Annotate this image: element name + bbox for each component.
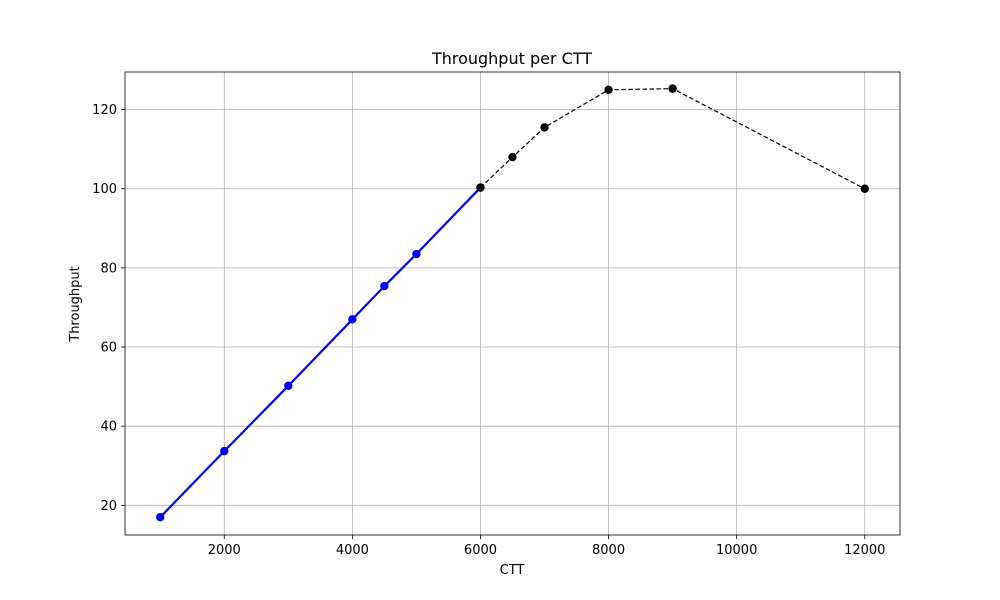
series-line-0 (159, 186, 482, 518)
y-tick-label: 80 (100, 261, 117, 276)
plot-frame (124, 71, 901, 536)
data-point (604, 85, 613, 95)
data-point (412, 249, 421, 259)
y-tick-label: 60 (100, 341, 117, 356)
series-layer (156, 84, 869, 522)
data-point (476, 183, 485, 192)
chart-title: Throughput per CTT (431, 49, 592, 68)
data-point (284, 381, 293, 391)
x-tick-label: 10000 (716, 543, 757, 558)
grid (125, 72, 900, 535)
y-axis-label: Throughput (68, 266, 83, 343)
y-tick-label: 120 (92, 103, 117, 118)
x-tick-label: 4000 (336, 543, 369, 558)
x-tick-label: 2000 (208, 543, 241, 558)
data-point (220, 446, 229, 456)
series-line-1 (480, 88, 866, 190)
data-point (380, 281, 389, 291)
ticks: 2000 4000 6000 8000 10000 12000 20 40 60 80 100 120 (92, 103, 885, 558)
y-tick-label: 40 (100, 420, 117, 435)
data-point (348, 315, 357, 324)
data-point (668, 84, 677, 93)
data-point (508, 152, 517, 162)
x-axis-label: CTT (500, 563, 525, 578)
x-tick-label: 12000 (844, 543, 885, 558)
data-point (540, 123, 549, 132)
data-point (860, 184, 869, 193)
x-tick-label: 8000 (592, 543, 625, 558)
x-tick-label: 6000 (464, 543, 497, 558)
y-tick-label: 20 (100, 499, 117, 514)
data-point (156, 512, 165, 522)
y-tick-label: 100 (92, 182, 117, 197)
